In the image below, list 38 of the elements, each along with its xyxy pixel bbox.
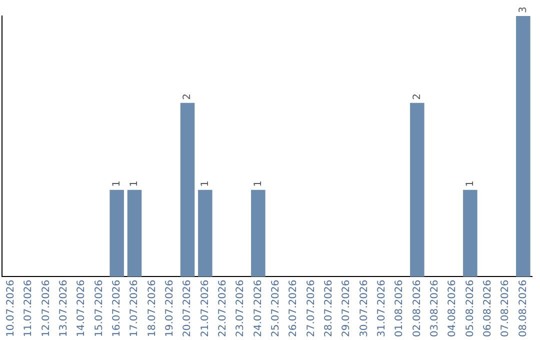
x-tick-label: 28.07.2026: [323, 280, 334, 338]
x-tick-label: 30.07.2026: [358, 280, 370, 338]
x-tick-label: 27.07.2026: [306, 280, 317, 338]
x-tick-label: 06.08.2026: [482, 280, 494, 338]
x-tick-label: 22.07.2026: [217, 280, 228, 338]
data-label: 2: [412, 94, 423, 100]
x-tick-label: 26.07.2026: [288, 280, 300, 338]
data-label: 2: [182, 94, 194, 100]
x-tick-label: 03.08.2026: [429, 280, 440, 338]
x-tick-label: 13.07.2026: [58, 280, 70, 338]
x-tick-label: 12.07.2026: [40, 280, 52, 338]
data-label: 1: [200, 180, 211, 187]
x-tick-label: 31.07.2026: [376, 280, 388, 338]
x-tick-label: 25.07.2026: [270, 280, 282, 338]
data-label: 1: [464, 180, 476, 187]
x-tick-label: 04.08.2026: [447, 280, 458, 338]
x-tick-label: 02.08.2026: [412, 280, 423, 338]
x-tick-label: 29.07.2026: [341, 280, 352, 338]
x-tick-label: 17.07.2026: [129, 280, 140, 338]
data-label: 1: [252, 180, 264, 187]
x-tick-label: 08.08.2026: [518, 280, 529, 338]
x-tick-label: 07.08.2026: [500, 280, 512, 338]
x-tick-label: 11.07.2026: [23, 280, 34, 338]
x-tick-label: 19.07.2026: [164, 280, 176, 338]
data-label: 3: [518, 6, 529, 13]
x-tick-label: 15.07.2026: [94, 280, 105, 338]
x-tick-label: 20.07.2026: [182, 280, 194, 338]
x-tick-label: 14.07.2026: [76, 280, 88, 338]
x-tick-label: 10.07.2026: [5, 280, 16, 338]
x-tick-label: 18.07.2026: [146, 280, 158, 338]
x-tick-label: 24.07.2026: [252, 280, 264, 338]
x-tick-label: 23.07.2026: [235, 280, 246, 338]
x-tick-label: 01.08.2026: [394, 280, 406, 338]
data-label: 1: [111, 180, 122, 187]
x-tick-label: 21.07.2026: [200, 280, 211, 338]
data-label: 1: [129, 180, 140, 187]
x-tick-label: 05.08.2026: [464, 280, 476, 338]
x-tick-label: 16.07.2026: [111, 280, 122, 338]
